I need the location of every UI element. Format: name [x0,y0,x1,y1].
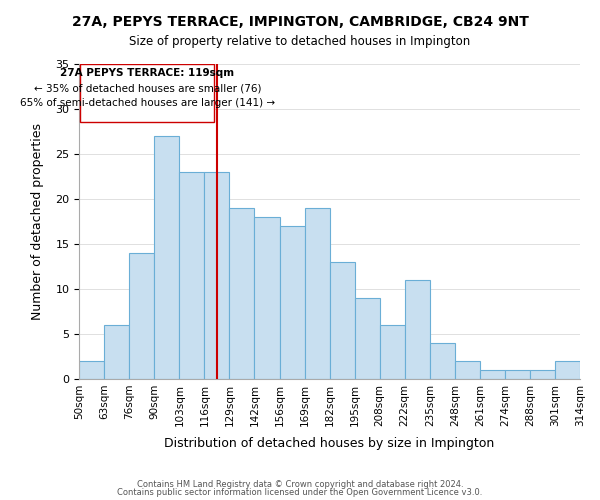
Bar [355,298,380,379]
Bar [254,217,280,379]
Y-axis label: Number of detached properties: Number of detached properties [31,123,44,320]
X-axis label: Distribution of detached houses by size in Impington: Distribution of detached houses by size … [164,437,495,450]
Bar [229,208,254,379]
Bar [455,361,480,379]
Bar [280,226,305,379]
Bar [555,361,580,379]
Bar [205,172,229,379]
Text: 27A, PEPYS TERRACE, IMPINGTON, CAMBRIDGE, CB24 9NT: 27A, PEPYS TERRACE, IMPINGTON, CAMBRIDGE… [71,15,529,29]
Bar [505,370,530,379]
Bar [329,262,355,379]
Text: 27A PEPYS TERRACE: 119sqm: 27A PEPYS TERRACE: 119sqm [61,68,235,78]
Text: ← 35% of detached houses are smaller (76): ← 35% of detached houses are smaller (76… [34,84,261,94]
FancyBboxPatch shape [80,64,214,122]
Text: Size of property relative to detached houses in Impington: Size of property relative to detached ho… [130,35,470,48]
Bar [405,280,430,379]
Bar [179,172,205,379]
Bar [480,370,505,379]
Text: Contains HM Land Registry data © Crown copyright and database right 2024.: Contains HM Land Registry data © Crown c… [137,480,463,489]
Text: 65% of semi-detached houses are larger (141) →: 65% of semi-detached houses are larger (… [20,98,275,108]
Bar [380,325,405,379]
Bar [430,343,455,379]
Bar [154,136,179,379]
Text: Contains public sector information licensed under the Open Government Licence v3: Contains public sector information licen… [118,488,482,497]
Bar [530,370,555,379]
Bar [305,208,329,379]
Bar [104,325,129,379]
Bar [129,253,154,379]
Bar [79,361,104,379]
